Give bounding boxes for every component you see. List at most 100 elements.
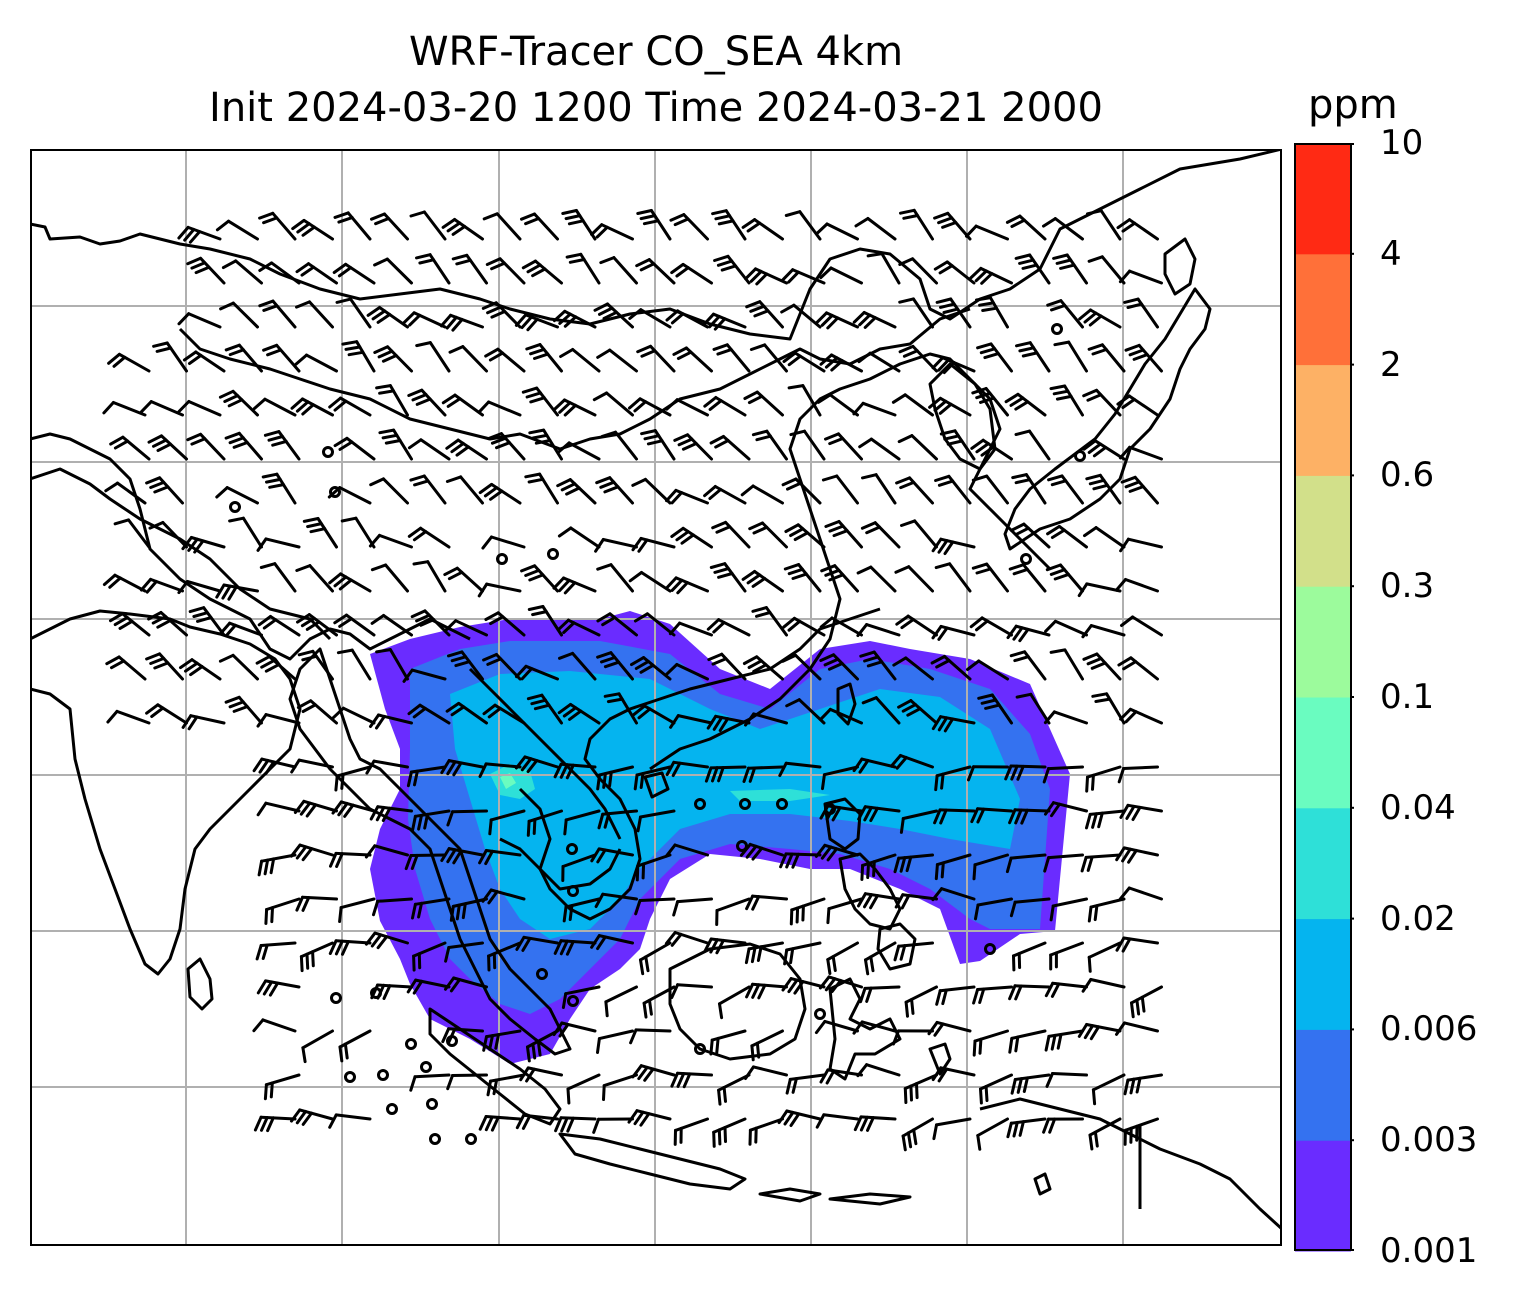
wind-barb-flag [703,485,717,498]
wind-barb-flag [979,1087,983,1105]
colorbar-segment [1295,586,1351,698]
wind-barb-flag [156,619,172,629]
wind-barb-flag [455,258,472,266]
wind-barb-flag [300,265,315,277]
wind-barb-flag [1140,995,1146,1013]
wind-barb-flag [526,759,539,774]
wind-barb-flag [444,946,451,963]
wind-barb-flag [300,616,316,628]
wind-barb-flag [145,703,160,715]
wind-barb-flag [568,258,586,264]
wind-barb-flag [1124,480,1141,489]
wind-barb [1089,624,1126,637]
wind-barb-flag [365,759,376,775]
wind-barb-flag [338,1045,344,1063]
wind-barb [869,437,901,461]
wind-barb-flag [894,893,905,909]
wind-barb [305,353,338,373]
wind-barb-flag [1119,537,1130,553]
wind-barb-flag [1086,855,1094,872]
wind-barb-flag [746,573,762,585]
wind-barb [644,477,672,505]
wind-barb-flag [264,908,269,925]
wind-barb-flag [252,1018,265,1033]
wind-barb-flag [1014,1035,1020,1053]
wind-barb-flag [601,616,617,627]
wind-barb-flag [717,1088,722,1106]
wind-barb-flag [1050,1033,1057,1051]
wind-barb-flag [305,952,310,970]
colorbar-tick-label: 0.1 [1380,677,1435,717]
wind-barb [602,1073,638,1088]
chart-title: WRF-Tracer CO_SEA 4km [408,29,904,75]
wind-barb-flag [717,219,735,226]
wind-barb-flag [531,610,548,617]
wind-barb-flag [897,699,913,709]
wind-barb-flag [487,890,499,905]
wind-barb-flag [595,225,609,239]
wind-barb-flag [671,761,682,777]
wind-barb-flag [224,623,237,638]
wind-barb-flag [713,317,727,331]
wind-barb [673,843,709,857]
wind-barb-flag [568,904,574,921]
wind-barb-flag [712,716,724,731]
wind-barb-flag [787,384,805,390]
wind-barb-flag [744,947,751,965]
wind-barb-flag [600,656,617,664]
wind-barb-flag [560,1116,569,1133]
wind-barb-flag [965,224,978,238]
wind-barb-flag [1091,692,1109,698]
wind-barb-flag [565,940,575,956]
colorbar-tick-label: 4 [1380,233,1402,274]
wind-barb [1087,941,1122,959]
wind-barb-flag [487,706,502,719]
wind-barb-flag [258,759,270,774]
wind-barb-flag [104,481,119,493]
wind-barb-flag [221,584,232,600]
wind-barb-flag [592,391,609,402]
wind-barb-flag [1044,981,1055,998]
map-panel [30,149,1282,1246]
wind-barb-flag [553,939,563,955]
wind-barb-flag [744,712,756,727]
wind-barb-flag [599,256,616,265]
wind-barb-flag [106,709,119,724]
wind-barb-flag [670,1071,679,1088]
wind-barb-flag [1050,982,1061,998]
wind-barb-flag [789,527,805,537]
wind-barb-flag [525,1067,536,1083]
wind-barb-flag [866,660,884,668]
wind-barb-flag [105,655,121,666]
wind-barb-flag [107,352,121,365]
wind-barb-flag [369,713,380,728]
colorbar-tick-label: 0.006 [1380,1009,1478,1050]
wind-barb-flag [338,578,353,591]
wind-barb-flag [979,396,996,404]
wind-barb-flag [931,887,944,902]
wind-barb-flag [863,806,873,822]
wind-barb-flag [852,757,864,773]
wind-barb-flag [712,343,729,351]
wind-barb-flag [1130,1001,1135,1019]
wind-barb [185,580,222,593]
wind-barb-flag [492,1078,499,1096]
wind-barb-flag [445,475,463,483]
wind-barb [116,481,147,505]
wind-barb-flag [943,717,955,733]
wind-barb-flag [295,400,310,413]
wind-barb-flag [521,386,539,394]
wind-barb-flag [258,261,274,272]
wind-barb-flag [1018,258,1035,265]
wind-barb-flag [931,356,945,370]
wind-barb-flag [670,578,684,592]
wind-barb-flag [182,350,198,362]
wind-barb [569,526,601,549]
wind-barb-flag [423,812,429,830]
wind-barb-flag [446,221,462,233]
wind-barb-flag [969,266,983,280]
wind-barb [604,985,638,1004]
wind-barb [752,712,788,725]
wind-barb-flag [1117,767,1125,784]
wind-barb-flag [347,350,365,357]
